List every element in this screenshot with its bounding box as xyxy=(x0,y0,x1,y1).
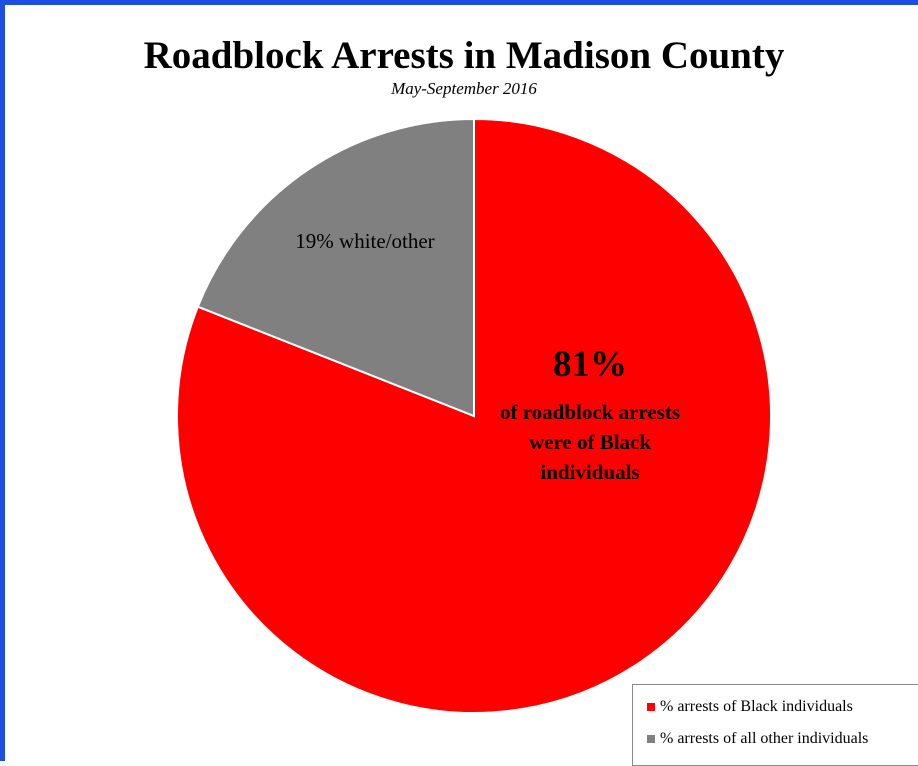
legend-label-black: % arrests of Black individuals xyxy=(660,698,853,715)
legend-label-other: % arrests of all other individuals xyxy=(660,730,869,747)
chart-title: Roadblock Arrests in Madison County xyxy=(143,34,785,77)
legend-swatch-red xyxy=(647,703,655,711)
chart-subtitle: May-September 2016 xyxy=(391,79,537,98)
pie-slice-0 xyxy=(176,117,772,714)
pie-chart xyxy=(176,117,772,714)
pie-slice-1 xyxy=(196,117,475,418)
slice-label-black-text: of roadblock arrests were of Black indiv… xyxy=(499,400,681,484)
legend: % arrests of Black individuals % arrests… xyxy=(632,684,918,766)
slice-label-other: 19% white/other xyxy=(295,229,435,253)
legend-item-other: % arrests of all other individuals xyxy=(647,723,918,755)
legend-swatch-gray xyxy=(647,735,655,743)
legend-item-black: % arrests of Black individuals xyxy=(647,691,918,723)
slice-label-black-percent: 81% xyxy=(553,344,627,385)
